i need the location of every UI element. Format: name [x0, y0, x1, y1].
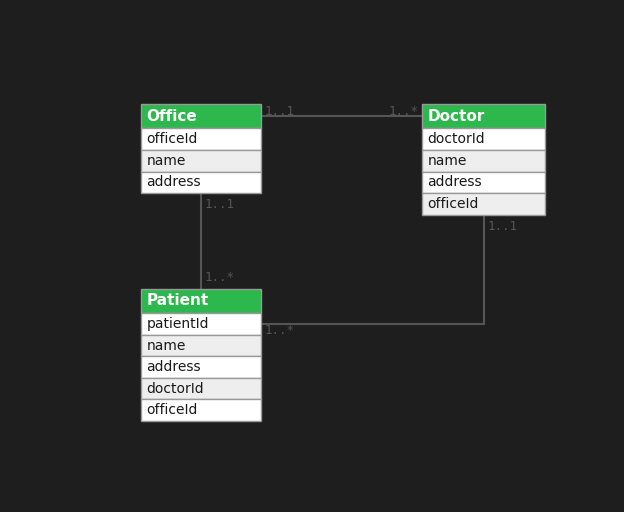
Text: Office: Office	[147, 109, 197, 123]
Bar	[141, 104, 260, 129]
Text: address: address	[147, 360, 201, 374]
Text: Patient: Patient	[147, 293, 209, 308]
Text: doctorId: doctorId	[427, 132, 485, 146]
Bar	[141, 289, 260, 313]
Text: 1..1: 1..1	[488, 220, 518, 233]
Text: 1..*: 1..*	[388, 105, 418, 118]
Text: name: name	[147, 338, 186, 353]
Bar	[141, 378, 260, 399]
Bar	[422, 193, 545, 215]
Bar	[422, 104, 545, 129]
Bar	[422, 129, 545, 150]
Text: 1..1: 1..1	[205, 198, 235, 211]
Text: 1..1: 1..1	[265, 105, 295, 118]
Text: address: address	[147, 175, 201, 189]
Text: patientId: patientId	[147, 317, 209, 331]
Bar	[141, 150, 260, 172]
Text: 1..*: 1..*	[205, 270, 235, 284]
Bar	[141, 399, 260, 421]
Bar	[141, 356, 260, 378]
Text: officeId: officeId	[147, 132, 198, 146]
Text: name: name	[147, 154, 186, 168]
Text: Doctor: Doctor	[427, 109, 485, 123]
Text: 1..*: 1..*	[265, 324, 295, 337]
Bar	[141, 129, 260, 150]
Bar	[141, 313, 260, 335]
Bar	[422, 172, 545, 193]
Text: officeId: officeId	[427, 197, 479, 211]
Bar	[141, 172, 260, 193]
Text: name: name	[427, 154, 467, 168]
Bar	[422, 150, 545, 172]
Text: doctorId: doctorId	[147, 381, 204, 396]
Bar	[141, 335, 260, 356]
Text: address: address	[427, 175, 482, 189]
Text: officeId: officeId	[147, 403, 198, 417]
